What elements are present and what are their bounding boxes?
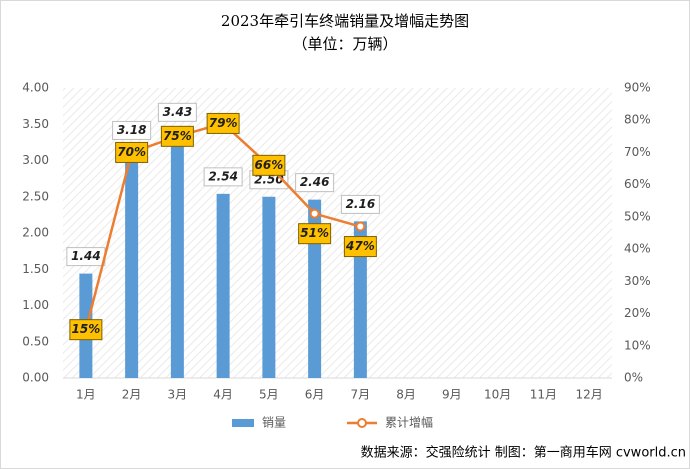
value-label: 79% bbox=[209, 116, 238, 130]
bar bbox=[262, 196, 276, 378]
legend-label: 销量 bbox=[262, 416, 286, 430]
y-tick-label: 1.50 bbox=[22, 262, 49, 276]
value-label-box bbox=[343, 236, 377, 258]
x-tick-label: 8月 bbox=[396, 388, 416, 402]
value-label: 1.44 bbox=[71, 249, 101, 263]
y-tick-label: 2.00 bbox=[22, 226, 49, 240]
y-tick-label: 1.00 bbox=[22, 298, 49, 312]
line-marker bbox=[309, 208, 320, 219]
bar bbox=[125, 147, 139, 378]
y2-tick-label: 90% bbox=[624, 81, 651, 95]
value-label-box bbox=[252, 154, 286, 176]
legend-swatch bbox=[232, 419, 254, 427]
y2-tick-label: 20% bbox=[624, 306, 651, 320]
y2-tick-label: 50% bbox=[624, 209, 651, 223]
legend-marker bbox=[357, 418, 367, 428]
value-label-box bbox=[69, 319, 103, 341]
value-label-box bbox=[298, 223, 332, 245]
bar bbox=[170, 129, 184, 378]
y2-tick-label: 40% bbox=[624, 242, 651, 256]
bar bbox=[353, 221, 367, 378]
value-label: 3.43 bbox=[163, 105, 193, 119]
line-marker bbox=[355, 221, 366, 232]
value-label: 2.16 bbox=[346, 197, 376, 211]
value-label: 47% bbox=[345, 239, 375, 253]
y-tick-label: 3.50 bbox=[22, 117, 49, 131]
y-tick-label: 4.00 bbox=[22, 81, 49, 95]
chart-title: 2023年牵引车终端销量及增幅走势图 bbox=[221, 12, 469, 30]
y2-tick-label: 60% bbox=[624, 177, 651, 191]
value-label: 51% bbox=[300, 226, 329, 240]
value-label: 2.54 bbox=[208, 169, 238, 183]
source-note: 数据来源：交强险统计 制图：第一商用车网 cvworld.cn bbox=[361, 445, 686, 461]
y2-tick-label: 10% bbox=[624, 338, 651, 352]
value-label-box bbox=[157, 102, 197, 122]
y-tick-label: 2.50 bbox=[22, 189, 49, 203]
x-tick-label: 9月 bbox=[442, 388, 462, 402]
value-label: 66% bbox=[255, 158, 284, 172]
value-label-box bbox=[160, 125, 194, 147]
x-tick-label: 5月 bbox=[259, 388, 279, 402]
value-label: 15% bbox=[72, 322, 101, 336]
value-label-box bbox=[112, 120, 152, 140]
value-label: 2.46 bbox=[300, 175, 330, 189]
value-label-box bbox=[340, 194, 380, 214]
x-tick-label: 12月 bbox=[575, 388, 602, 402]
x-tick-label: 4月 bbox=[213, 388, 233, 402]
y2-tick-label: 70% bbox=[624, 145, 651, 159]
legend-label: 累计增幅 bbox=[385, 415, 433, 430]
bar bbox=[308, 199, 322, 378]
x-tick-label: 1月 bbox=[76, 388, 96, 402]
y2-tick-label: 80% bbox=[624, 113, 651, 127]
value-label: 3.18 bbox=[117, 123, 147, 137]
value-label: 70% bbox=[117, 145, 146, 159]
x-tick-label: 3月 bbox=[168, 388, 188, 402]
chart-subtitle: （单位：万辆） bbox=[292, 35, 397, 53]
x-tick-label: 2月 bbox=[122, 388, 142, 402]
value-label-box bbox=[295, 173, 335, 193]
plot-area bbox=[63, 88, 612, 378]
value-label-box bbox=[203, 167, 243, 187]
bar bbox=[216, 193, 230, 378]
y-tick-label: 3.00 bbox=[22, 153, 49, 167]
y-tick-label: 0.50 bbox=[22, 334, 49, 348]
y2-tick-label: 0% bbox=[624, 371, 643, 385]
x-tick-label: 7月 bbox=[351, 388, 371, 402]
y2-tick-label: 30% bbox=[624, 274, 651, 288]
y-tick-label: 0.00 bbox=[22, 371, 49, 385]
value-label-box bbox=[115, 141, 149, 163]
x-tick-label: 6月 bbox=[305, 388, 325, 402]
x-tick-label: 11月 bbox=[530, 388, 557, 402]
x-tick-label: 10月 bbox=[484, 388, 511, 402]
value-label: 75% bbox=[163, 129, 192, 143]
value-label-box bbox=[206, 112, 240, 134]
